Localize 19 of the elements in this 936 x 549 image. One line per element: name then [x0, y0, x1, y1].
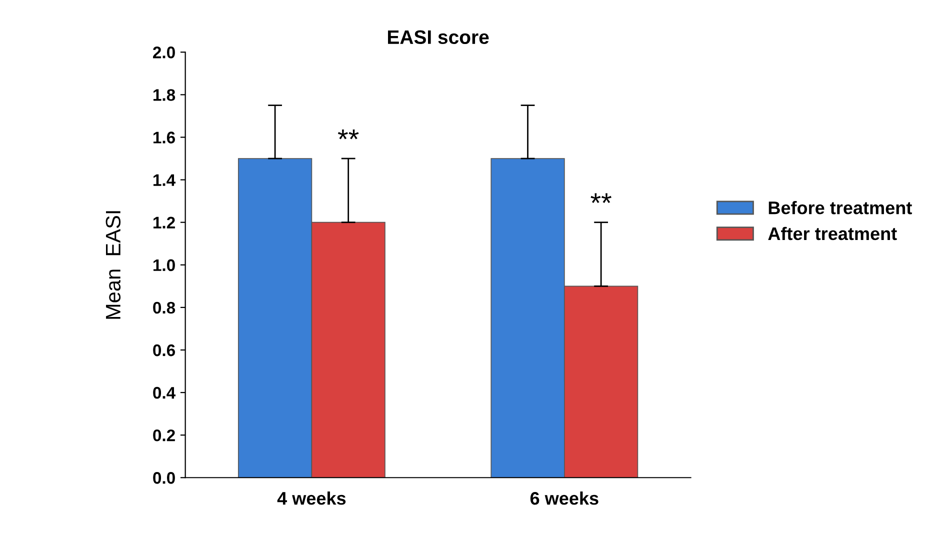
y-tick-label: 0.8: [153, 302, 176, 314]
chart-title: EASI score: [388, 30, 489, 44]
y-tick-label: 2.0: [153, 46, 175, 58]
legend-label: After treatment: [768, 226, 897, 240]
y-axis-title: Mean EASI: [106, 211, 121, 319]
y-tick-label: 1.8: [153, 89, 176, 101]
y-tick-label: 1.0: [153, 259, 175, 272]
x-tick-label: 6 weeks: [530, 492, 598, 505]
x-tick-label: 4 weeks: [277, 492, 346, 505]
annotation: **: [590, 193, 612, 204]
y-tick-label: 1.2: [153, 216, 175, 228]
y-tick-label: 0.4: [153, 386, 176, 399]
y-tick-label: 0.2: [153, 429, 175, 442]
y-tick-label: 1.4: [153, 174, 176, 186]
legend-label: Before treatment: [768, 201, 912, 214]
y-tick-label: 1.6: [153, 132, 176, 144]
y-tick-label: 0.0: [153, 472, 175, 484]
annotation: **: [338, 129, 359, 140]
y-tick-label: 0.6: [153, 344, 176, 356]
